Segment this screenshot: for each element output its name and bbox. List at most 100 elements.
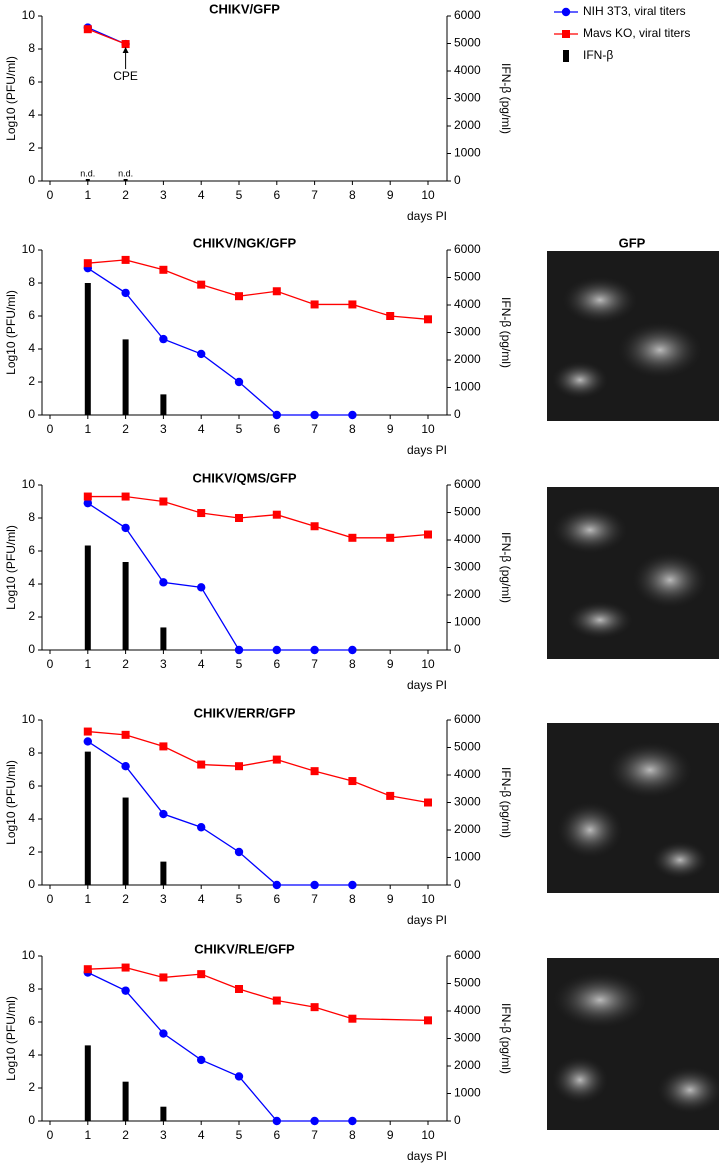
y2-tick-label: 0 (454, 173, 461, 187)
bar-nd (123, 179, 128, 181)
line (87, 259, 429, 320)
marker (348, 880, 357, 890)
marker (386, 791, 395, 800)
y-tick-label: 0 (28, 642, 35, 656)
marker (310, 1003, 319, 1012)
y-tick-label: 10 (22, 242, 36, 256)
marker (235, 292, 243, 301)
y-tick-label: 8 (28, 41, 35, 55)
x-tick-label: 6 (273, 892, 280, 906)
marker (310, 767, 319, 776)
bar (84, 751, 91, 885)
y-tick-label: 6 (28, 1014, 35, 1028)
marker (197, 760, 206, 769)
y-tick-label: 8 (28, 745, 35, 759)
bar (122, 1081, 129, 1121)
line (87, 740, 353, 886)
x-tick-label: 1 (84, 657, 91, 671)
legend-label: NIH 3T3, viral titers (583, 4, 686, 18)
y2-tick-label: 6000 (454, 948, 481, 962)
y2-tick-label: 2000 (454, 352, 481, 366)
marker (424, 798, 432, 807)
y-tick-label: 10 (22, 712, 36, 726)
panel-label: GFP (619, 235, 646, 250)
bar (84, 283, 91, 415)
y-tick-label: 2 (28, 374, 35, 388)
y2-tick-label: 1000 (454, 1086, 481, 1100)
legend-label: IFN-β (583, 48, 613, 62)
x-tick-label: 0 (47, 1128, 54, 1142)
x-tick-label: 7 (311, 892, 318, 906)
x-tick-label: 5 (236, 657, 243, 671)
y-axis-label: Log10 (PFU/ml) (4, 290, 18, 375)
y2-tick-label: 3000 (454, 560, 481, 574)
x-tick-label: 8 (349, 1128, 356, 1142)
marker (121, 730, 130, 739)
y2-tick-label: 5000 (454, 505, 481, 519)
x-tick-label: 9 (387, 188, 394, 202)
marker (83, 259, 92, 268)
x-tick-label: 5 (236, 1128, 243, 1142)
x-tick-label: 6 (273, 657, 280, 671)
y2-tick-label: 1000 (454, 850, 481, 864)
marker (83, 737, 93, 746)
marker (159, 265, 168, 274)
y-tick-label: 10 (22, 948, 36, 962)
x-tick-label: 3 (160, 188, 167, 202)
y-tick-label: 0 (28, 173, 35, 187)
marker (234, 377, 244, 387)
x-tick-label: 4 (198, 892, 205, 906)
marker (159, 1029, 168, 1038)
y2-axis-label: IFN-β (pg/ml) (499, 767, 513, 838)
y2-tick-label: 1000 (454, 146, 481, 160)
y2-tick-label: 1000 (454, 615, 481, 629)
x-tick-label: 10 (421, 657, 435, 671)
y2-tick-label: 4000 (454, 63, 481, 77)
marker (272, 410, 281, 420)
micrograph-images (547, 251, 719, 1130)
value-label: n.d. (118, 168, 133, 178)
marker (121, 523, 130, 533)
bar (160, 861, 167, 885)
x-tick-label: 0 (47, 892, 54, 906)
y2-tick-label: 3000 (454, 325, 481, 339)
line (87, 495, 429, 539)
y2-tick-label: 0 (454, 407, 461, 421)
y-tick-label: 4 (28, 1047, 35, 1061)
marker (83, 498, 93, 508)
bar (160, 394, 167, 415)
y-tick-label: 10 (22, 477, 36, 491)
x-tick-label: 3 (160, 1128, 167, 1142)
marker (348, 645, 357, 655)
marker (121, 986, 130, 995)
marker (272, 510, 281, 519)
y-tick-label: 8 (28, 981, 35, 995)
marker (197, 583, 206, 592)
marker (234, 847, 244, 857)
line (87, 267, 353, 416)
marker (272, 755, 281, 764)
y-tick-label: 4 (28, 341, 35, 355)
x-tick-label: 8 (349, 188, 356, 202)
bar-nd (85, 179, 90, 181)
x-tick-label: 5 (236, 188, 243, 202)
x-tick-label: 8 (349, 422, 356, 436)
marker (121, 963, 130, 972)
marker (272, 1116, 281, 1126)
x-tick-label: 4 (198, 188, 205, 202)
marker (424, 315, 432, 324)
x-tick-label: 2 (122, 422, 129, 436)
x-tick-label: 5 (236, 422, 243, 436)
line (87, 502, 353, 651)
x-tick-label: 3 (160, 892, 167, 906)
y-tick-label: 2 (28, 844, 35, 858)
y2-tick-label: 0 (454, 1113, 461, 1127)
x-tick-label: 9 (387, 422, 394, 436)
y-tick-label: 0 (28, 877, 35, 891)
legend-marker (562, 30, 570, 38)
x-tick-label: 10 (421, 188, 435, 202)
annotation: CPE (113, 69, 138, 83)
marker (348, 1014, 357, 1023)
marker (272, 287, 281, 296)
y2-tick-label: 2000 (454, 822, 481, 836)
